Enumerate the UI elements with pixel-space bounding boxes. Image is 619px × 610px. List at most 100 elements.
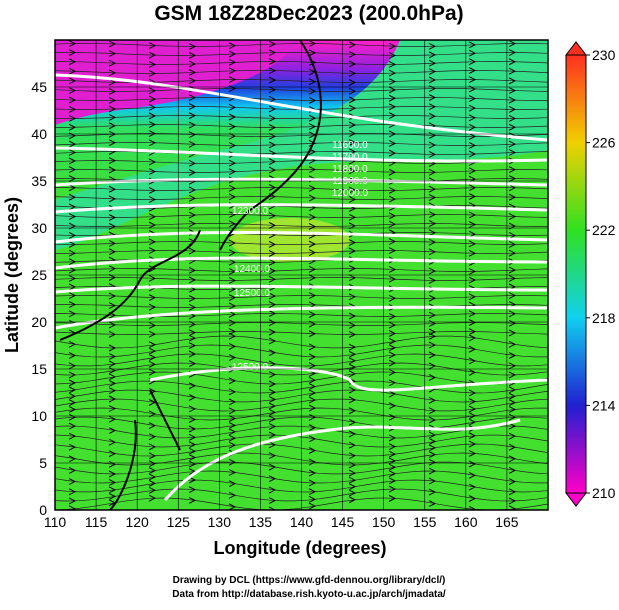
arrowhead <box>108 360 117 368</box>
arrowhead <box>268 250 277 257</box>
arrowhead <box>228 480 237 488</box>
streamline <box>55 277 548 281</box>
x-tick-label: 135 <box>249 514 273 530</box>
arrowhead <box>228 67 237 75</box>
arrowhead <box>388 195 397 203</box>
arrowhead <box>308 166 317 174</box>
arrowhead <box>388 390 397 398</box>
arrowhead <box>268 58 277 65</box>
arrowhead <box>388 351 397 359</box>
arrowhead <box>428 51 437 59</box>
streamline <box>55 304 548 308</box>
arrowhead <box>268 124 277 131</box>
streamline <box>55 353 548 367</box>
arrowhead <box>348 87 357 95</box>
contour-line <box>55 146 548 163</box>
arrowhead <box>228 142 237 149</box>
arrowhead <box>388 275 397 283</box>
arrowhead <box>228 332 237 340</box>
arrowhead <box>388 312 397 320</box>
arrowhead <box>68 301 77 308</box>
arrowhead <box>108 344 117 352</box>
arrowhead <box>268 105 277 113</box>
arrowhead <box>348 167 357 175</box>
arrowhead <box>108 450 117 458</box>
arrowhead <box>308 292 317 300</box>
arrowhead <box>228 103 237 111</box>
arrowhead <box>148 467 157 475</box>
arrowhead <box>468 41 477 49</box>
arrowhead <box>508 455 517 463</box>
arrowhead <box>188 295 197 302</box>
arrowhead <box>388 330 397 337</box>
arrowhead <box>348 79 357 86</box>
arrowhead <box>148 87 157 95</box>
arrowhead <box>348 386 357 394</box>
arrowhead <box>308 479 317 487</box>
arrowhead <box>148 196 157 203</box>
arrowhead <box>68 213 77 220</box>
arrowhead <box>468 432 477 440</box>
arrowhead <box>348 139 357 146</box>
arrowhead <box>108 157 117 165</box>
arrowhead <box>148 213 157 221</box>
arrowhead <box>108 96 117 104</box>
arrowhead <box>188 329 197 337</box>
arrowhead <box>268 475 277 483</box>
arrowhead <box>188 382 197 390</box>
arrowhead <box>228 168 237 176</box>
arrowhead <box>228 268 237 275</box>
streamline <box>55 322 548 326</box>
arrowhead <box>148 103 157 111</box>
arrowhead <box>388 52 397 59</box>
arrowhead <box>428 150 437 158</box>
arrowhead <box>468 357 477 365</box>
arrowhead <box>228 123 237 131</box>
arrowhead <box>388 477 397 485</box>
arrowhead <box>348 418 357 426</box>
arrowhead <box>468 276 477 284</box>
x-tick-label: 145 <box>331 514 355 530</box>
streamline <box>55 443 548 457</box>
arrowhead <box>148 368 157 376</box>
arrowhead <box>268 158 277 166</box>
contour-label: 11600.0 <box>332 140 368 151</box>
arrowhead <box>428 416 437 424</box>
arrowhead <box>508 105 517 113</box>
arrowhead <box>108 265 117 273</box>
arrowhead <box>348 247 357 255</box>
arrowhead <box>228 239 237 247</box>
arrowhead <box>388 494 397 502</box>
streamline <box>55 97 547 101</box>
streamline <box>55 380 548 394</box>
arrowhead <box>348 441 357 449</box>
arrowhead <box>188 486 197 494</box>
arrowhead <box>148 486 157 494</box>
arrowhead <box>468 450 477 457</box>
arrowhead <box>68 340 77 348</box>
arrowhead <box>148 422 157 430</box>
arrowhead <box>268 319 277 327</box>
arrowhead <box>148 479 157 487</box>
arrowhead <box>468 193 477 200</box>
arrowhead <box>348 50 357 58</box>
arrowhead <box>188 425 197 433</box>
arrowhead <box>148 443 157 451</box>
x-tick-label: 120 <box>125 514 149 530</box>
arrowhead <box>268 337 277 345</box>
arrowhead <box>108 427 117 434</box>
arrowhead <box>468 76 477 84</box>
arrowhead <box>428 341 437 349</box>
arrowhead <box>348 265 357 272</box>
streamline <box>55 61 548 65</box>
arrowhead <box>468 150 477 158</box>
arrowhead <box>468 440 477 448</box>
arrowhead <box>68 362 77 370</box>
arrowhead <box>68 292 77 300</box>
arrowhead <box>508 413 517 421</box>
arrowhead <box>348 476 357 484</box>
arrowhead <box>388 69 397 77</box>
colorbar-tick-label: 210 <box>592 485 616 501</box>
arrowhead <box>148 60 157 68</box>
arrowhead <box>428 431 437 439</box>
